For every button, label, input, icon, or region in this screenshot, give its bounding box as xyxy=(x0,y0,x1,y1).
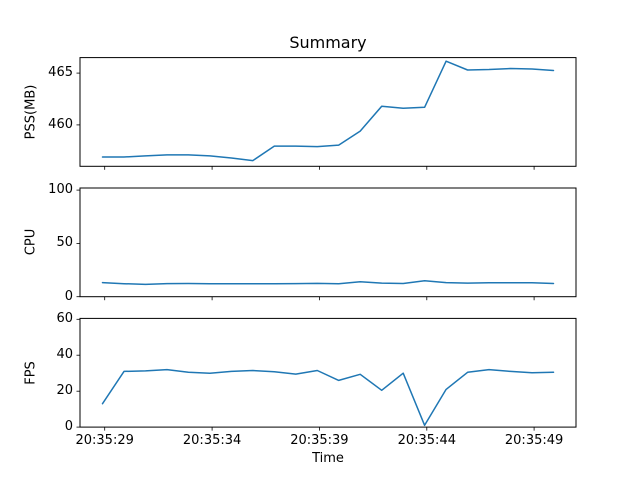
pss-ytick-label: 460 xyxy=(48,116,73,132)
fps-ytick-label: 0 xyxy=(64,419,73,435)
cpu-ytick-label: 50 xyxy=(56,235,73,251)
fps-axes-frame xyxy=(79,317,577,428)
pss-axes-frame xyxy=(79,57,577,167)
x-tick-label: 20:35:49 xyxy=(504,433,564,448)
cpu-ytick-label: 0 xyxy=(64,288,73,304)
cpu-line xyxy=(101,279,555,286)
cpu-axes-frame xyxy=(79,187,577,298)
x-tick-label: 20:35:39 xyxy=(290,433,349,448)
x-tick-label: 20:35:44 xyxy=(397,433,456,448)
figure-title: Summary xyxy=(289,33,367,52)
fps-ytick-label: 40 xyxy=(56,347,73,363)
fps-line xyxy=(101,368,555,427)
cpu-ytick-label: 100 xyxy=(48,182,73,198)
ylabel-fps: FPS xyxy=(23,361,39,385)
fps-ytick-label: 20 xyxy=(56,383,73,399)
pss-line xyxy=(101,60,555,162)
x-tick-label: 20:35:34 xyxy=(182,433,242,448)
x-tick-label: 20:35:29 xyxy=(75,433,134,448)
x-axis-label: Time xyxy=(312,451,344,466)
pss-ytick-label: 465 xyxy=(48,65,73,81)
fps-ytick-label: 60 xyxy=(56,311,73,327)
